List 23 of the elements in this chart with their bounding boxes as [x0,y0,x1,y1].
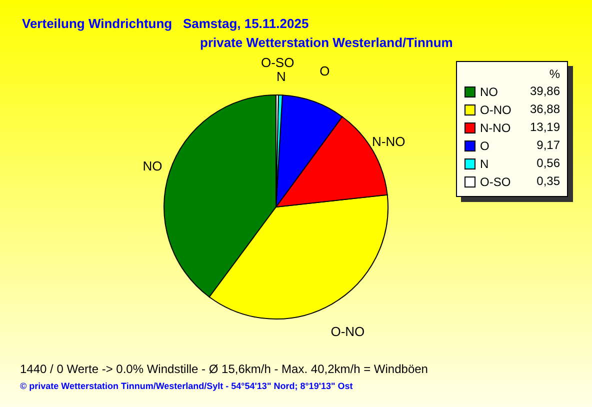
data-label: 9,17 [536,138,560,152]
text: © private Wetterstation Tinnum/Westerland/Sylt - 54°54'13" Nord; 8°19'13" Ost [20,381,353,391]
legend-label: NO [480,85,498,99]
legend-label: O-NO [480,103,512,117]
legend-label: O-SO [480,175,511,189]
slice-label: O-NO [330,324,365,339]
data-label: 0,35 [536,174,560,188]
data-label: 39,86 [528,84,560,98]
data-label: 36,88 [530,102,560,116]
legend-label: N [480,157,489,171]
legend-title: % [548,67,560,81]
slice-label: N [276,69,286,84]
slice-label: N-NO [372,134,406,150]
chart-title: Verteilung Windrichtung Samstag, 15.11.2025 [22,16,310,31]
slice-label: NO [142,158,162,174]
legend-label: O [480,139,490,153]
slice-label: O [320,63,330,78]
chart-subtitle: private Wetterstation Westerland/Tinnum [200,35,454,50]
data-label: 0,56 [536,156,560,170]
text: 1440 / 0 Werte -> 0.0% Windstille - Ø 15,6km/h - Max. 40,2km/h = Windböen [20,362,428,376]
slice-label: O-SO [260,55,294,70]
data-label: 13,19 [530,120,560,134]
legend-label: N-NO [480,121,511,135]
